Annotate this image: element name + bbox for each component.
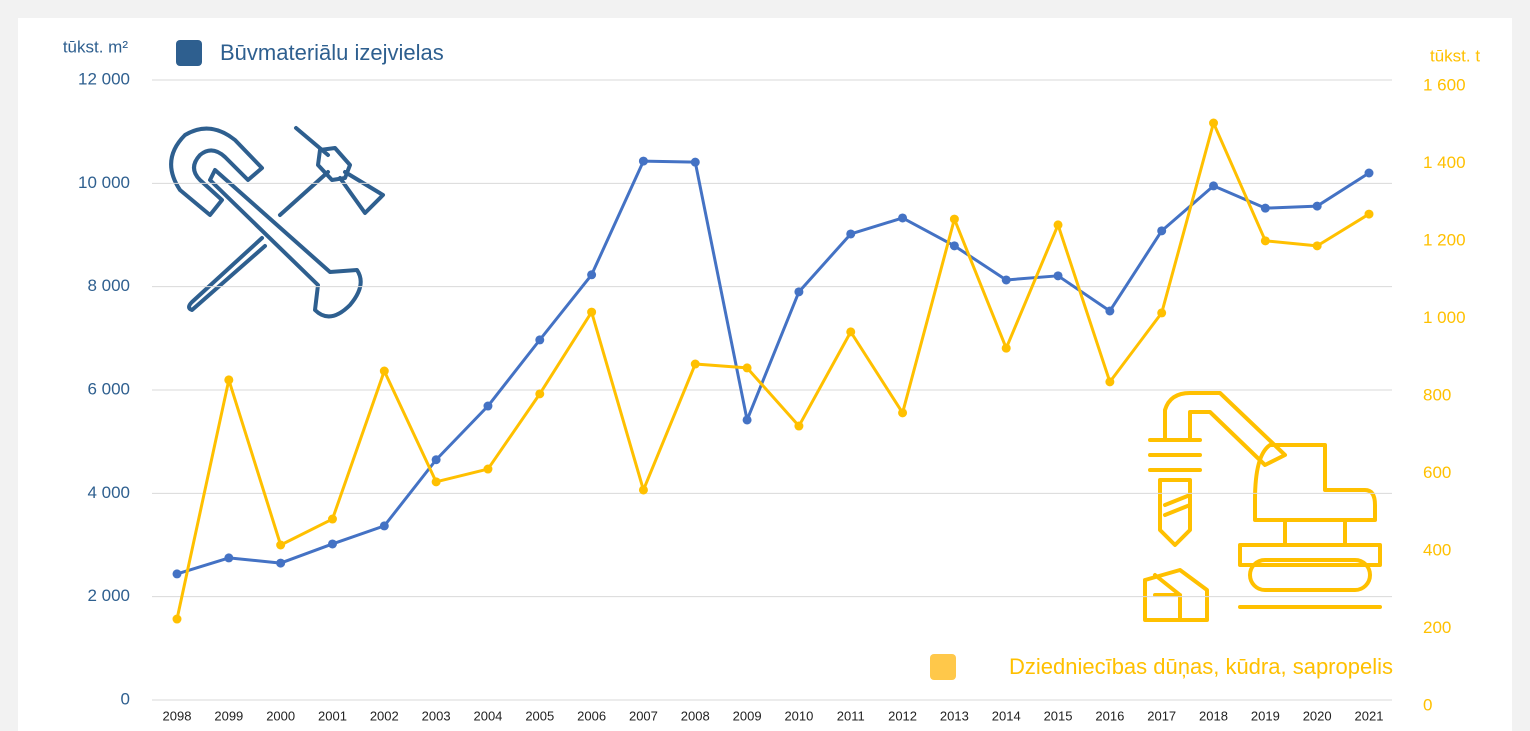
y-tick-label: 2 000 bbox=[87, 586, 130, 605]
x-tick-label: 2013 bbox=[940, 708, 969, 723]
data-point bbox=[587, 270, 596, 279]
data-point bbox=[1002, 275, 1011, 284]
data-point bbox=[173, 569, 182, 578]
data-point bbox=[691, 158, 700, 167]
y2-tick-label: 1 200 bbox=[1423, 230, 1466, 249]
y2-tick-label: 800 bbox=[1423, 385, 1451, 404]
x-tick-label: 2007 bbox=[629, 708, 658, 723]
legend-label: Būvmateriālu izejvielas bbox=[220, 40, 444, 65]
chart: tūkst. m² tūkst. t 0 2 000 4 000 6 000 8 000… bbox=[0, 0, 1530, 731]
y-tick-label: 12 000 bbox=[78, 69, 130, 88]
data-point bbox=[743, 415, 752, 424]
data-point bbox=[276, 541, 285, 550]
y2-tick-label: 400 bbox=[1423, 540, 1451, 559]
x-tick-label: 2019 bbox=[1251, 708, 1280, 723]
y2-tick-label: 0 bbox=[1423, 695, 1432, 714]
legend-swatch bbox=[176, 40, 202, 66]
data-point bbox=[380, 367, 389, 376]
data-point bbox=[224, 553, 233, 562]
y-axis-unit: tūkst. m² bbox=[63, 37, 129, 56]
x-tick-label: 2008 bbox=[681, 708, 710, 723]
x-tick-label: 2020 bbox=[1303, 708, 1332, 723]
data-point bbox=[639, 157, 648, 166]
data-point bbox=[587, 308, 596, 317]
data-point bbox=[1105, 306, 1114, 315]
data-point bbox=[691, 360, 700, 369]
data-point bbox=[1313, 202, 1322, 211]
data-point bbox=[743, 363, 752, 372]
x-tick-label: 2018 bbox=[1199, 708, 1228, 723]
data-point bbox=[794, 287, 803, 296]
data-point bbox=[1261, 236, 1270, 245]
data-point bbox=[1313, 241, 1322, 250]
x-tick-label: 2001 bbox=[318, 708, 347, 723]
x-tick-label: 2021 bbox=[1355, 708, 1384, 723]
x-tick-label: 2012 bbox=[888, 708, 917, 723]
x-tick-label: 2014 bbox=[992, 708, 1021, 723]
data-point bbox=[483, 402, 492, 411]
x-tick-label: 2010 bbox=[784, 708, 813, 723]
data-point bbox=[328, 539, 337, 548]
data-point bbox=[380, 521, 389, 530]
data-point bbox=[794, 422, 803, 431]
data-point bbox=[846, 327, 855, 336]
y2-axis-unit: tūkst. t bbox=[1430, 46, 1480, 65]
x-tick-label: 2006 bbox=[577, 708, 606, 723]
data-point bbox=[432, 455, 441, 464]
data-point bbox=[1209, 119, 1218, 128]
x-tick-label: 2011 bbox=[837, 708, 865, 723]
y-tick-label: 0 bbox=[121, 689, 130, 708]
x-tick-label: 2003 bbox=[422, 708, 451, 723]
x-tick-label: 2098 bbox=[163, 708, 192, 723]
data-point bbox=[1157, 308, 1166, 317]
data-point bbox=[1002, 344, 1011, 353]
data-point bbox=[846, 229, 855, 238]
data-point bbox=[898, 213, 907, 222]
y-tick-label: 8 000 bbox=[87, 276, 130, 295]
legend-swatch bbox=[930, 654, 956, 680]
data-point bbox=[432, 477, 441, 486]
data-point bbox=[1105, 377, 1114, 386]
data-point bbox=[1261, 204, 1270, 213]
data-point bbox=[898, 408, 907, 417]
y2-tick-label: 200 bbox=[1423, 618, 1451, 637]
data-point bbox=[1209, 181, 1218, 190]
data-point bbox=[173, 615, 182, 624]
data-point bbox=[1054, 271, 1063, 280]
x-tick-label: 2099 bbox=[214, 708, 243, 723]
data-point bbox=[950, 241, 959, 250]
data-point bbox=[639, 485, 648, 494]
legend-label: Dziedniecības dūņas, kūdra, sapropelis bbox=[1009, 654, 1393, 679]
x-tick-label: 2000 bbox=[266, 708, 295, 723]
x-tick-label: 2016 bbox=[1095, 708, 1124, 723]
data-point bbox=[276, 559, 285, 568]
y-tick-label: 6 000 bbox=[87, 379, 130, 398]
x-tick-label: 2004 bbox=[473, 708, 502, 723]
data-point bbox=[535, 389, 544, 398]
data-point bbox=[1054, 220, 1063, 229]
x-tick-label: 2002 bbox=[370, 708, 399, 723]
data-point bbox=[950, 215, 959, 224]
y-tick-label: 10 000 bbox=[78, 173, 130, 192]
data-point bbox=[535, 335, 544, 344]
y2-tick-label: 1 600 bbox=[1423, 75, 1466, 94]
y2-tick-label: 600 bbox=[1423, 463, 1451, 482]
data-point bbox=[328, 515, 337, 524]
y2-tick-label: 1 000 bbox=[1423, 308, 1466, 327]
data-point bbox=[224, 375, 233, 384]
data-point bbox=[483, 465, 492, 474]
y-tick-label: 4 000 bbox=[87, 483, 130, 502]
x-tick-label: 2005 bbox=[525, 708, 554, 723]
data-point bbox=[1157, 226, 1166, 235]
x-tick-label: 2015 bbox=[1044, 708, 1073, 723]
x-tick-label: 2009 bbox=[733, 708, 762, 723]
y2-tick-label: 1 400 bbox=[1423, 153, 1466, 172]
x-tick-label: 2017 bbox=[1147, 708, 1176, 723]
data-point bbox=[1365, 169, 1374, 178]
data-point bbox=[1365, 210, 1374, 219]
